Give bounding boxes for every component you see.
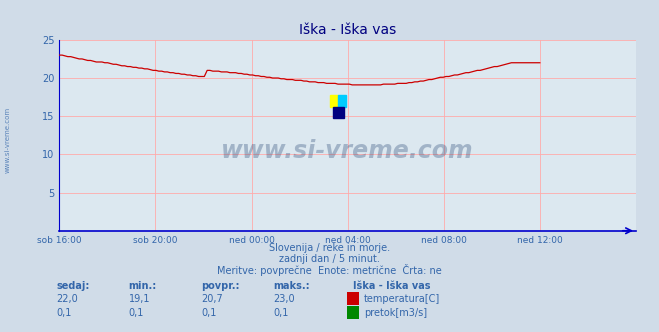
- Text: sedaj:: sedaj:: [56, 281, 90, 291]
- Text: povpr.:: povpr.:: [201, 281, 239, 291]
- Text: maks.:: maks.:: [273, 281, 310, 291]
- Text: zadnji dan / 5 minut.: zadnji dan / 5 minut.: [279, 254, 380, 264]
- Bar: [330, 96, 339, 107]
- Text: Meritve: povprečne  Enote: metrične  Črta: ne: Meritve: povprečne Enote: metrične Črta:…: [217, 264, 442, 276]
- Text: 0,1: 0,1: [201, 308, 216, 318]
- Text: www.si-vreme.com: www.si-vreme.com: [5, 106, 11, 173]
- Bar: [333, 107, 344, 118]
- Text: min.:: min.:: [129, 281, 157, 291]
- Text: Slovenija / reke in morje.: Slovenija / reke in morje.: [269, 243, 390, 253]
- Text: 23,0: 23,0: [273, 294, 295, 304]
- Text: 19,1: 19,1: [129, 294, 150, 304]
- Text: www.si-vreme.com: www.si-vreme.com: [221, 138, 474, 163]
- Text: 0,1: 0,1: [129, 308, 144, 318]
- Title: Iška - Iška vas: Iška - Iška vas: [299, 23, 396, 37]
- Text: Iška - Iška vas: Iška - Iška vas: [353, 281, 430, 291]
- Text: 22,0: 22,0: [56, 294, 78, 304]
- Text: temperatura[C]: temperatura[C]: [364, 294, 440, 304]
- Text: 0,1: 0,1: [273, 308, 289, 318]
- Text: 0,1: 0,1: [56, 308, 71, 318]
- Text: 20,7: 20,7: [201, 294, 223, 304]
- Bar: [339, 96, 347, 107]
- Text: pretok[m3/s]: pretok[m3/s]: [364, 308, 427, 318]
